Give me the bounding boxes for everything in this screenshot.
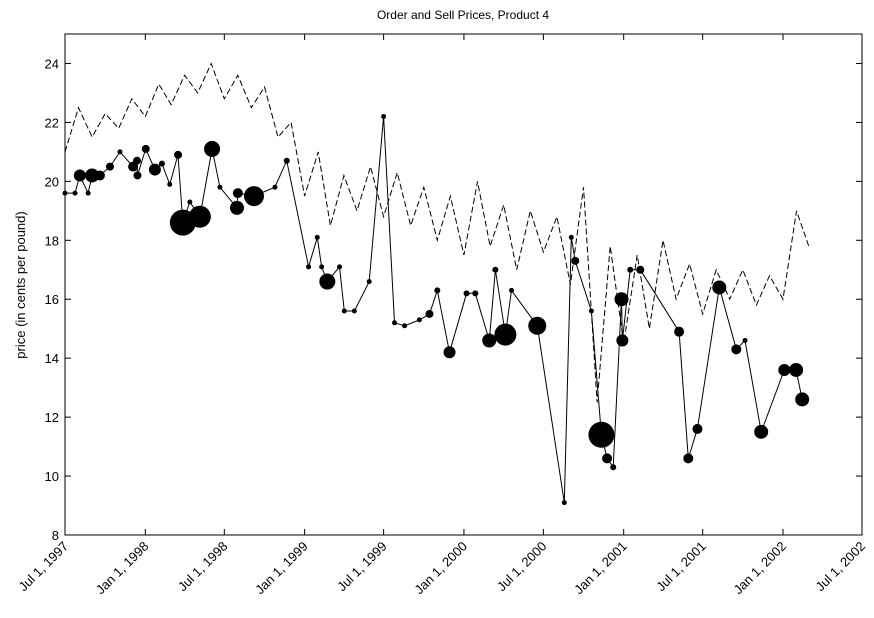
sell-bubble (571, 256, 580, 265)
sell-bubble (188, 205, 211, 228)
sell-bubble (402, 323, 408, 329)
sell-bubble (434, 287, 441, 294)
sell-bubble (85, 190, 91, 196)
sell-bubble (463, 290, 470, 297)
sell-bubble (133, 156, 142, 165)
sell-bubble (351, 308, 357, 314)
sell-bubble (674, 326, 685, 337)
sell-bubble (731, 344, 742, 355)
sell-bubble (148, 163, 161, 176)
sell-bubble (588, 421, 615, 448)
sell-bubble (341, 308, 347, 314)
sell-bubble (62, 190, 68, 196)
sell-bubble (337, 264, 343, 270)
y-tick-label: 14 (45, 351, 59, 366)
sell-bubble (795, 392, 810, 407)
sell-bubble (692, 423, 703, 434)
sell-bubble (72, 190, 78, 196)
sell-bubble (425, 309, 434, 318)
sell-bubble (588, 308, 594, 314)
sell-bubble (482, 333, 497, 348)
sell-bubble (416, 317, 422, 323)
sell-bubble (778, 363, 791, 376)
sell-bubble (204, 140, 221, 157)
sell-bubble (392, 320, 398, 326)
sell-bubble (528, 316, 547, 335)
sell-bubble (187, 199, 193, 205)
y-tick-label: 16 (45, 292, 59, 307)
sell-bubble (614, 292, 629, 307)
sell-bubble (742, 337, 748, 343)
sell-bubble (616, 334, 629, 347)
sell-bubble (381, 114, 387, 120)
y-tick-label: 8 (52, 528, 59, 543)
sell-bubble (217, 184, 223, 190)
y-tick-label: 24 (45, 56, 59, 71)
sell-bubble (789, 362, 804, 377)
sell-bubble (141, 144, 150, 153)
sell-bubble (306, 264, 312, 270)
order-price-line (64, 62, 810, 403)
y-tick-label: 10 (45, 469, 59, 484)
sell-bubble (85, 168, 100, 183)
sell-bubble (561, 500, 567, 506)
sell-bubble (494, 323, 517, 346)
sell-bubble (319, 264, 325, 270)
sell-bubble (158, 160, 165, 167)
sell-bubble (472, 290, 479, 297)
sell-bubble (167, 181, 173, 187)
y-axis-label: price (in cents per pound) (13, 211, 28, 358)
sell-bubble (229, 200, 244, 215)
sell-bubble (568, 234, 574, 240)
sell-bubble (602, 453, 613, 464)
sell-bubble (283, 157, 290, 164)
y-tick-label: 12 (45, 410, 59, 425)
chart-title: Order and Sell Prices, Product 4 (377, 8, 549, 22)
sell-bubble (314, 234, 320, 240)
sell-bubble (133, 171, 142, 180)
y-tick-label: 18 (45, 233, 59, 248)
y-tick-label: 20 (45, 174, 59, 189)
sell-bubble (683, 453, 694, 464)
sell-bubble (174, 150, 183, 159)
y-tick-label: 22 (45, 115, 59, 130)
sell-bubble (636, 265, 645, 274)
sell-bubble (610, 464, 617, 471)
sell-bubble (754, 424, 769, 439)
sell-bubble (105, 162, 114, 171)
sell-bubble (243, 186, 264, 207)
sell-bubble (509, 287, 515, 293)
sell-bubble (117, 149, 123, 155)
sell-bubble (627, 266, 634, 273)
sell-bubble (232, 188, 243, 199)
sell-bubble (73, 169, 86, 182)
sell-bubble (366, 279, 372, 285)
sell-bubble (94, 170, 105, 181)
sell-bubble (272, 184, 278, 190)
sell-bubble (443, 346, 456, 359)
sell-bubble (319, 273, 336, 290)
sell-bubble (712, 280, 727, 295)
sell-bubble (492, 266, 499, 273)
